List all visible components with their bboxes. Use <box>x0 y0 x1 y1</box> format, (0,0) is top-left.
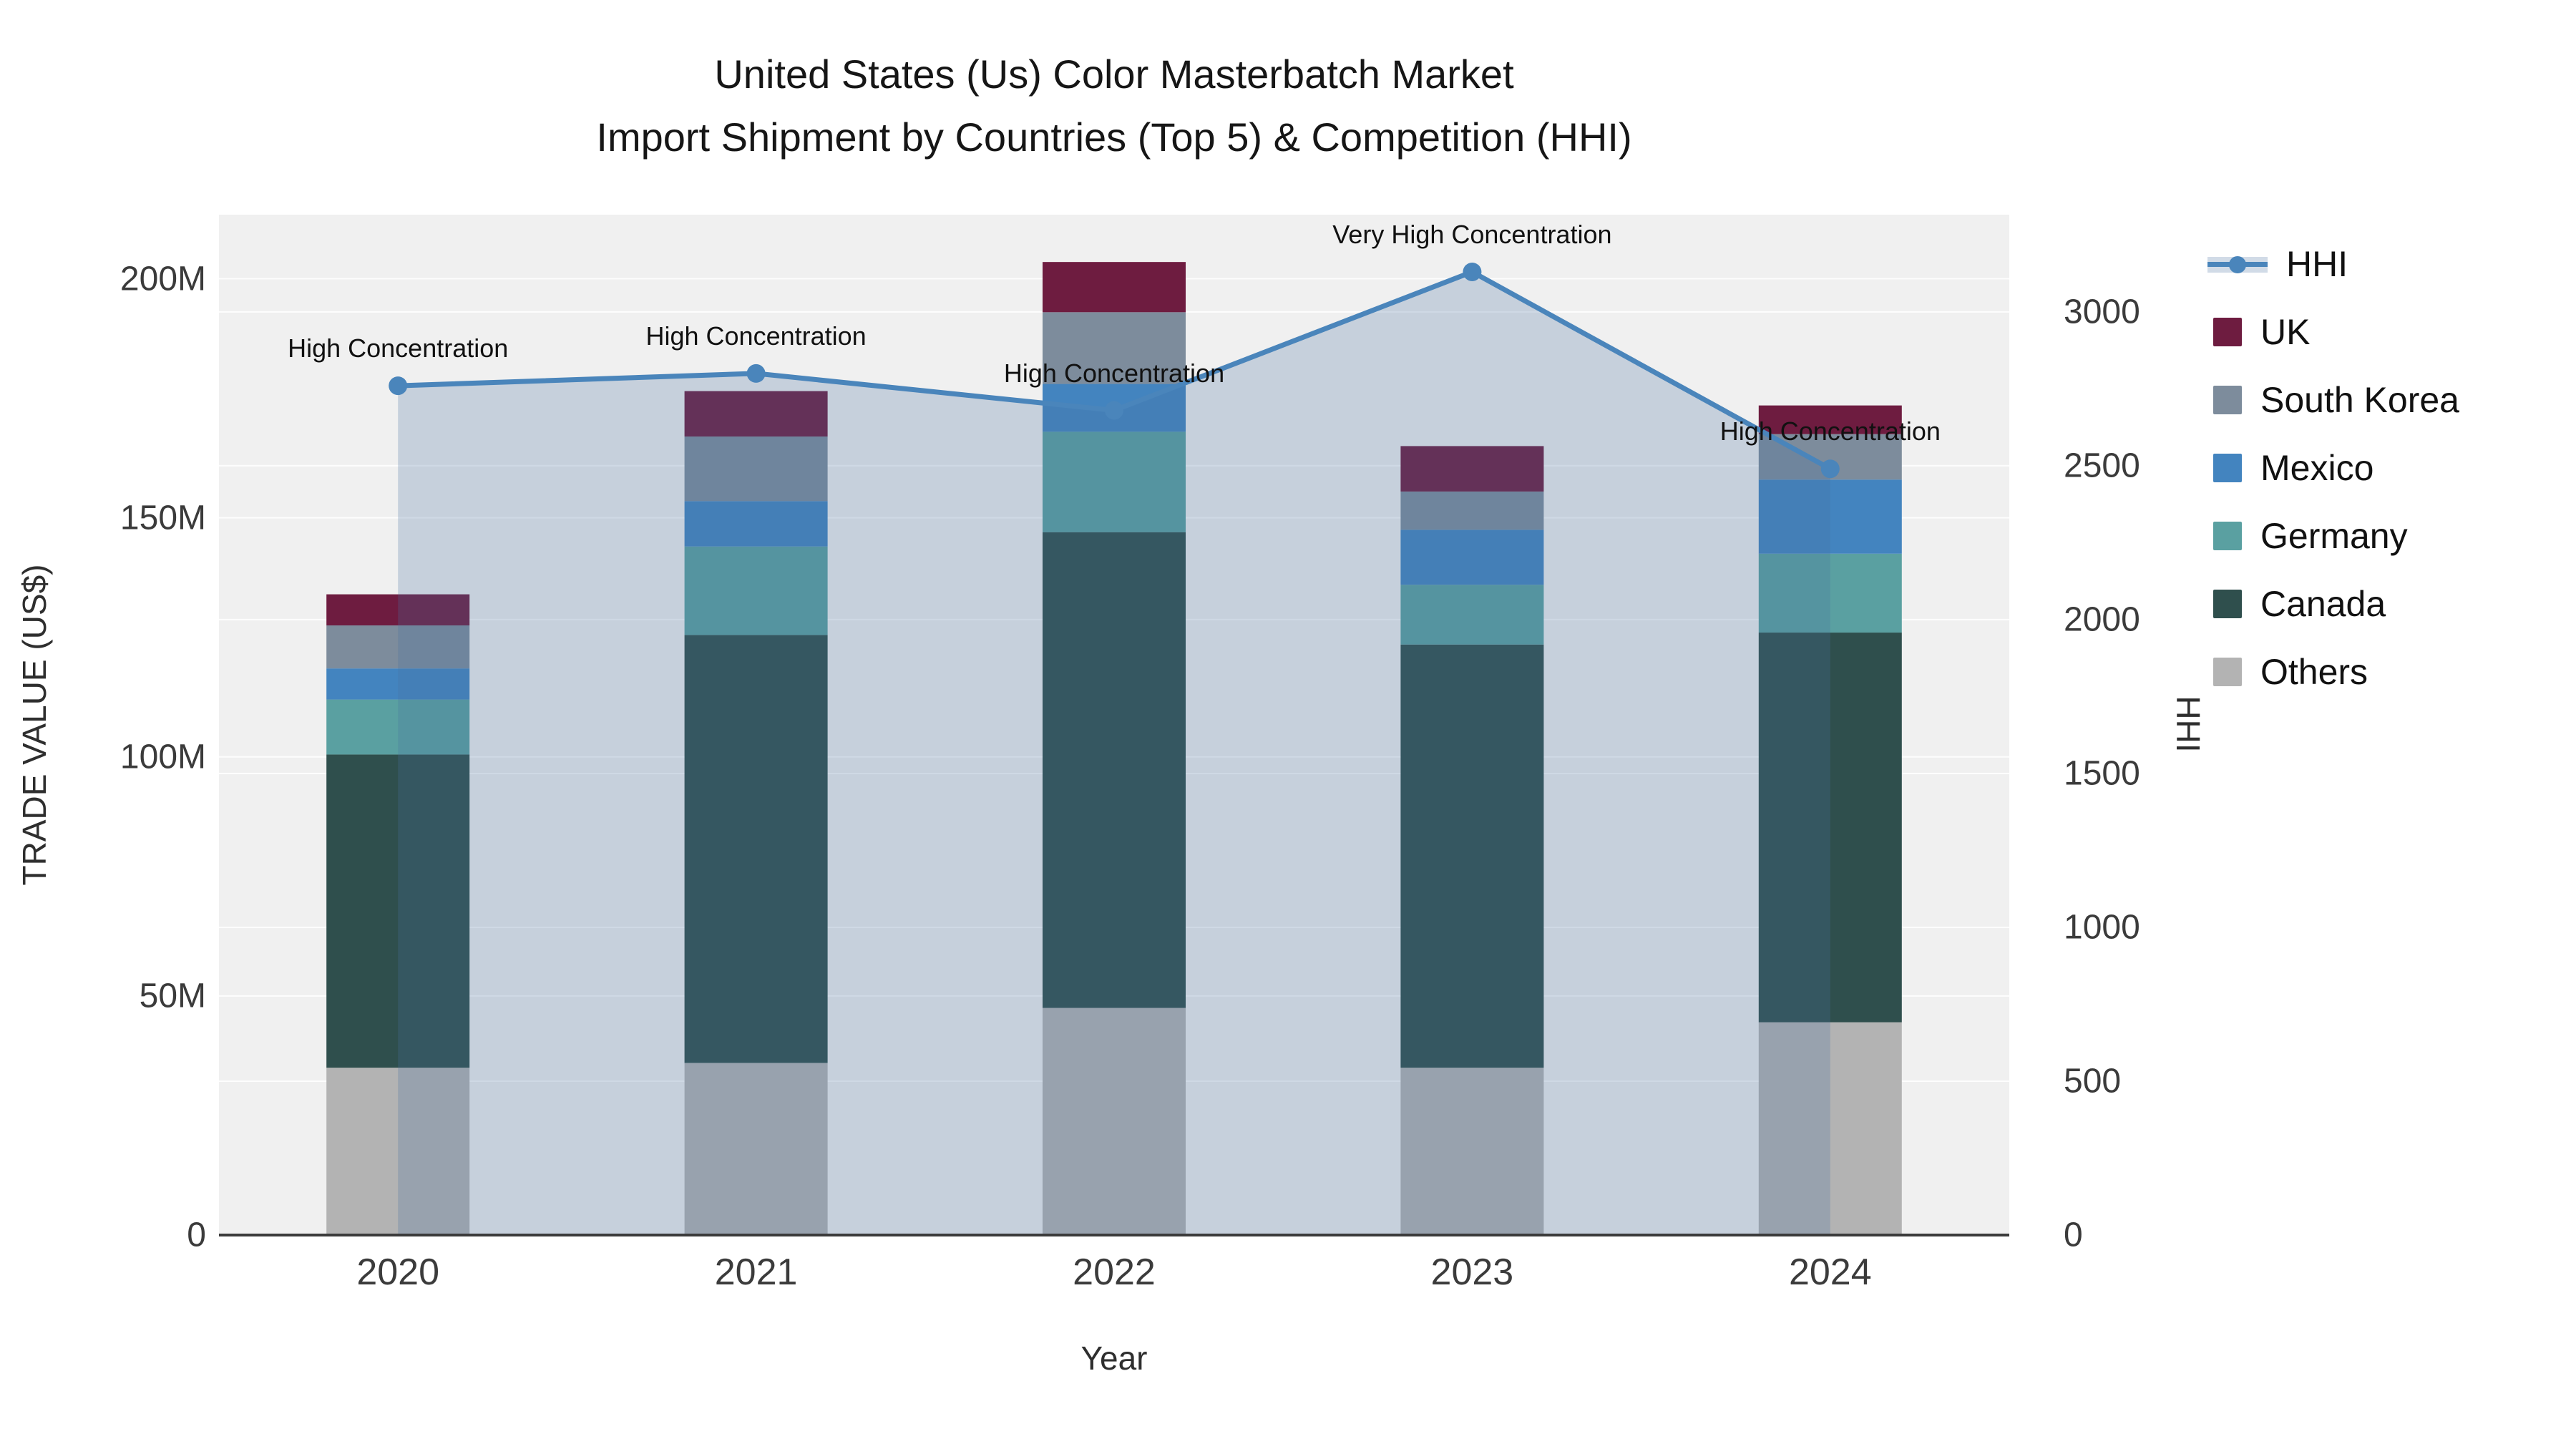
annotation-2020: High Concentration <box>288 333 509 364</box>
x-tick-label-2024: 2024 <box>1788 1252 1872 1293</box>
bar-segment-mexico[interactable] <box>1758 479 1902 554</box>
x-tick-label-2021: 2021 <box>714 1252 798 1293</box>
hhi-area-fill <box>398 271 1830 1236</box>
hhi-marker-2020[interactable] <box>389 376 408 396</box>
bar-segment-others[interactable] <box>1758 1022 1902 1235</box>
bar-segment-canada[interactable] <box>684 635 828 1063</box>
y-left-tick-label: 0 <box>187 1216 206 1254</box>
legend-item-germany[interactable]: Germany <box>2207 508 2408 564</box>
bar-segment-germany[interactable] <box>684 546 828 635</box>
bar-segment-canada[interactable] <box>1758 633 1902 1023</box>
bar-segment-south-korea[interactable] <box>326 625 470 669</box>
bar-segment-south-korea[interactable] <box>1400 491 1544 530</box>
x-axis-title: Year <box>1080 1340 1148 1377</box>
hhi-marker-2022[interactable] <box>1105 401 1123 420</box>
legend-label: Germany <box>2260 516 2408 556</box>
x-tick-label-2023: 2023 <box>1430 1252 1514 1293</box>
legend-color-swatch-icon <box>2213 522 2242 550</box>
y-right-tick-label: 1500 <box>2064 754 2140 793</box>
bar-segment-uk[interactable] <box>1043 262 1186 313</box>
chart-title: United States (Us) Color Masterbatch Mar… <box>219 43 2009 169</box>
y-right-tick-label: 2500 <box>2064 447 2140 485</box>
legend-label: Canada <box>2260 584 2386 624</box>
hhi-marker-2023[interactable] <box>1463 262 1482 281</box>
bar-segment-germany[interactable] <box>326 699 470 755</box>
bar-segment-others[interactable] <box>684 1063 828 1235</box>
legend-label: HHI <box>2286 244 2348 284</box>
bar-segment-mexico[interactable] <box>326 668 470 700</box>
bar-segment-mexico[interactable] <box>1400 530 1544 585</box>
y-left-tick-label: 200M <box>119 260 206 298</box>
hhi-marker-2021[interactable] <box>746 364 766 383</box>
legend-item-south-korea[interactable]: South Korea <box>2207 372 2459 428</box>
x-tick-label-2020: 2020 <box>356 1252 440 1293</box>
legend-label: Mexico <box>2260 448 2374 488</box>
hhi-marker-2024[interactable] <box>1820 459 1840 479</box>
legend-item-canada[interactable]: Canada <box>2207 576 2386 632</box>
bar-segment-mexico[interactable] <box>684 501 828 547</box>
bar-segment-canada[interactable] <box>1043 532 1186 1008</box>
bar-segment-south-korea[interactable] <box>1043 312 1186 384</box>
y-right-tick-label: 2000 <box>2064 600 2140 639</box>
bar-segment-germany[interactable] <box>1400 585 1544 645</box>
chart-title-line2: Import Shipment by Countries (Top 5) & C… <box>596 114 1632 160</box>
legend-color-swatch-icon <box>2213 590 2242 618</box>
annotation-2024: High Concentration <box>1719 416 1941 447</box>
plot-svg <box>219 262 2009 1236</box>
legend-item-uk[interactable]: UK <box>2207 304 2310 360</box>
bar-segment-uk[interactable] <box>326 594 470 626</box>
bar-segment-germany[interactable] <box>1758 553 1902 633</box>
y-right-tick-label: 3000 <box>2064 293 2140 331</box>
legend-color-swatch-icon <box>2213 658 2242 686</box>
legend-label: Others <box>2260 652 2368 692</box>
y-left-tick-label: 100M <box>119 738 206 776</box>
x-tick-label-2022: 2022 <box>1073 1252 1156 1293</box>
legend-label: South Korea <box>2260 380 2459 420</box>
y-axis-right-title: HHI <box>2170 696 2207 753</box>
y-left-tick-label: 50M <box>139 977 206 1015</box>
y-right-tick-label: 1000 <box>2064 908 2140 947</box>
bar-segment-germany[interactable] <box>1043 431 1186 532</box>
legend-label: UK <box>2260 312 2311 352</box>
y-right-tick-label: 0 <box>2064 1216 2083 1254</box>
legend-item-hhi[interactable]: HHI <box>2207 236 2348 292</box>
legend-item-others[interactable]: Others <box>2207 644 2368 700</box>
legend-color-swatch-icon <box>2213 454 2242 482</box>
legend-color-swatch-icon <box>2213 318 2242 346</box>
bar-segment-uk[interactable] <box>1758 405 1902 434</box>
legend-item-mexico[interactable]: Mexico <box>2207 440 2373 496</box>
y-left-tick-label: 150M <box>119 499 206 537</box>
y-axis-left-title: TRADE VALUE (US$) <box>16 564 53 886</box>
annotation-2022: High Concentration <box>1003 358 1225 388</box>
bar-segment-canada[interactable] <box>1400 644 1544 1068</box>
annotation-2021: High Concentration <box>645 321 867 351</box>
annotation-2023: Very High Concentration <box>1332 219 1612 249</box>
legend-color-swatch-icon <box>2213 386 2242 414</box>
bar-segment-others[interactable] <box>1400 1068 1544 1235</box>
bar-segment-canada[interactable] <box>326 754 470 1068</box>
bar-segment-others[interactable] <box>1043 1008 1186 1235</box>
bar-segment-south-korea[interactable] <box>684 436 828 502</box>
bar-segment-uk[interactable] <box>684 391 828 437</box>
bar-segment-others[interactable] <box>326 1068 470 1235</box>
chart-title-line1: United States (Us) Color Masterbatch Mar… <box>714 52 1514 97</box>
y-right-tick-label: 500 <box>2064 1062 2122 1101</box>
hhi-line-swatch-icon <box>2207 250 2268 278</box>
bar-segment-uk[interactable] <box>1400 446 1544 492</box>
